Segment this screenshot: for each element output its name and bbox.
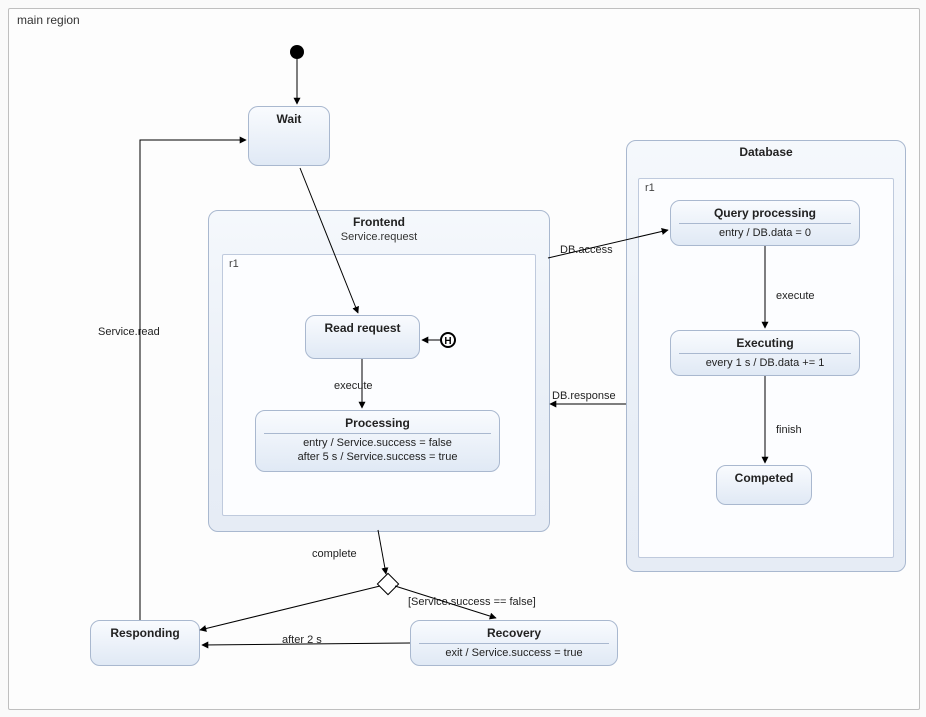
- processing-line2: after 5 s / Service.success = true: [264, 450, 491, 464]
- edge-label-complete: complete: [312, 548, 357, 560]
- edge-label-service-read: Service.read: [98, 326, 160, 338]
- query-line1: entry / DB.data = 0: [679, 226, 851, 240]
- edge-label-db-response: DB.response: [552, 390, 616, 402]
- processing-title: Processing: [264, 415, 491, 431]
- main-region-label: main region: [17, 13, 80, 27]
- frontend-r1: r1: [222, 254, 536, 516]
- edge-label-db-finish: finish: [776, 424, 802, 436]
- edge-label-after2s: after 2 s: [282, 634, 322, 646]
- responding-title: Responding: [99, 625, 191, 641]
- state-wait: Wait: [248, 106, 330, 166]
- executing-body: every 1 s / DB.data += 1: [679, 353, 851, 370]
- state-recovery: Recovery exit / Service.success = true: [410, 620, 618, 666]
- executing-line1: every 1 s / DB.data += 1: [679, 356, 851, 370]
- edge-label-db-execute: execute: [776, 290, 815, 302]
- edge-label-recovery-cond: [Service.success == false]: [408, 596, 536, 608]
- statechart-canvas: main region Wait Frontend Service.reques…: [0, 0, 926, 717]
- history-pseudostate: H: [440, 332, 456, 348]
- state-wait-title: Wait: [257, 111, 321, 127]
- state-read-request: Read request: [305, 315, 420, 359]
- state-processing: Processing entry / Service.success = fal…: [255, 410, 500, 472]
- recovery-title: Recovery: [419, 625, 609, 641]
- history-label: H: [444, 336, 451, 347]
- recovery-body: exit / Service.success = true: [419, 643, 609, 660]
- state-completed: Competed: [716, 465, 812, 505]
- frontend-r1-label: r1: [229, 258, 239, 270]
- state-executing: Executing every 1 s / DB.data += 1: [670, 330, 860, 376]
- query-title: Query processing: [679, 205, 851, 221]
- frontend-title: Frontend: [209, 211, 549, 231]
- executing-title: Executing: [679, 335, 851, 351]
- recovery-line1: exit / Service.success = true: [419, 646, 609, 660]
- state-query-processing: Query processing entry / DB.data = 0: [670, 200, 860, 246]
- initial-state: [290, 45, 304, 59]
- processing-line1: entry / Service.success = false: [264, 436, 491, 450]
- edge-label-db-access: DB.access: [560, 244, 613, 256]
- query-body: entry / DB.data = 0: [679, 223, 851, 240]
- read-request-title: Read request: [314, 320, 411, 336]
- database-title: Database: [627, 141, 905, 161]
- processing-body: entry / Service.success = false after 5 …: [264, 433, 491, 464]
- completed-title: Competed: [725, 470, 803, 486]
- database-r1-label: r1: [645, 182, 655, 194]
- frontend-subtitle: Service.request: [209, 231, 549, 243]
- edge-label-execute-1: execute: [334, 380, 373, 392]
- state-responding: Responding: [90, 620, 200, 666]
